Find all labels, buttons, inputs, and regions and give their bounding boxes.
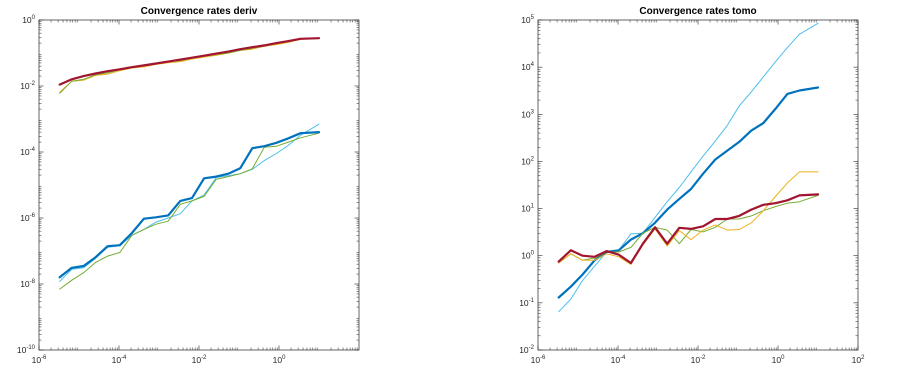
x-tick-label: 100	[772, 355, 785, 365]
y-tick-label: 10-1	[519, 298, 534, 308]
x-tick-label: 10-6	[531, 355, 546, 365]
y-tick-label: 105	[521, 15, 534, 25]
chart-title: Convergence rates deriv	[141, 6, 258, 17]
y-tick-label: 10-2	[519, 345, 534, 355]
series-line-5	[58, 131, 321, 279]
axes-box	[537, 19, 859, 351]
x-tick-label: 10-4	[611, 355, 626, 365]
x-tick-label: 102	[852, 355, 865, 365]
series-line-3	[59, 123, 320, 282]
series-line-0	[558, 22, 819, 313]
y-tick-label: 10-10	[17, 345, 36, 355]
x-tick-label: 10-4	[112, 355, 127, 365]
y-tick-label: 102	[521, 156, 534, 166]
y-tick-label: 10-8	[20, 279, 35, 289]
series-line-4	[557, 193, 820, 265]
x-tick-label: 100	[273, 355, 286, 365]
y-tick-label: 10-2	[20, 81, 35, 91]
series-line-0	[59, 37, 320, 93]
x-tick-label: 10-2	[192, 355, 207, 365]
y-tick-label: 10-6	[20, 213, 35, 223]
series-line-2	[58, 37, 321, 86]
chart-convergence-deriv: Convergence rates deriv 10-6 10-4 10-2 100 1…	[17, 6, 360, 365]
series-line-1	[557, 86, 820, 299]
series-line-4	[59, 132, 320, 290]
y-tick-label: 101	[521, 204, 534, 214]
chart-convergence-tomo: Convergence rates tomo 10-6 10-4 10-2 100 10…	[519, 6, 865, 365]
y-tick-label: 103	[521, 109, 534, 119]
x-tick-label: 10-2	[691, 355, 706, 365]
y-tick-label: 104	[521, 62, 534, 72]
chart-title: Convergence rates tomo	[639, 6, 756, 17]
y-tick-label: 100	[521, 251, 534, 261]
x-tick-label: 10-6	[32, 355, 47, 365]
y-tick-label: 100	[22, 15, 35, 25]
series-line-1	[59, 37, 320, 94]
series-line-3	[558, 171, 819, 265]
y-tick-label: 10-4	[20, 147, 35, 157]
